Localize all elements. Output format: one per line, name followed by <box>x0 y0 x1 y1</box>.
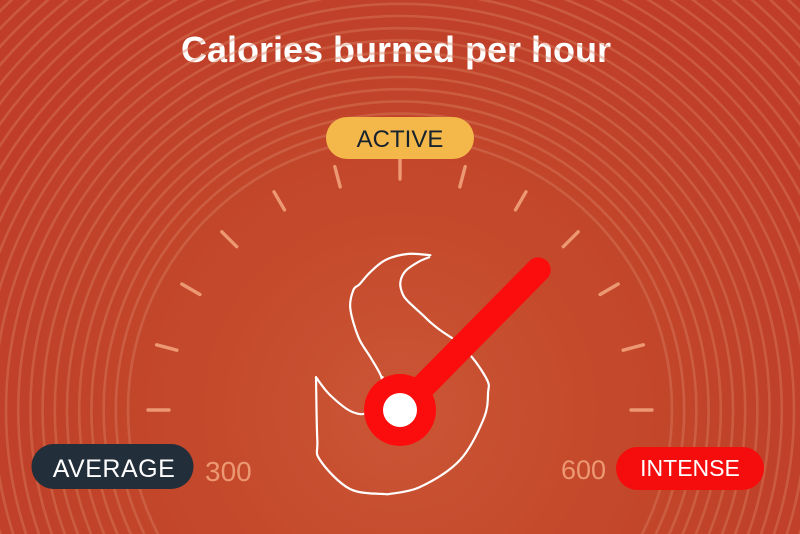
svg-text:AVERAGE: AVERAGE <box>53 455 176 483</box>
svg-text:600: 600 <box>561 455 606 485</box>
svg-text:INTENSE: INTENSE <box>640 455 740 481</box>
svg-text:300: 300 <box>205 456 252 487</box>
svg-text:ACTIVE: ACTIVE <box>357 126 444 153</box>
